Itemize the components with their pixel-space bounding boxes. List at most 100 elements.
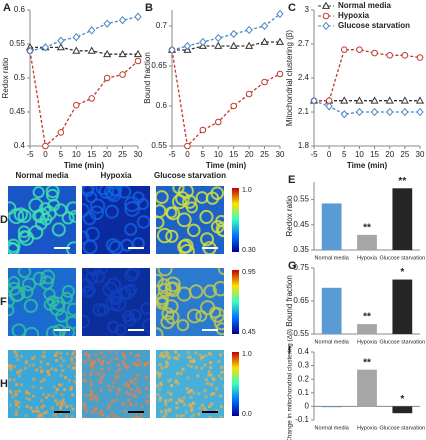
marker [386,52,394,59]
image-cell [156,190,169,205]
marker [57,129,65,136]
image-noise [89,397,93,401]
image-cell [177,239,192,254]
image-noise [117,387,121,391]
image-noise [45,410,49,414]
panel-letter: E [288,174,295,186]
series-line [29,50,139,148]
y-tick-label: 0.45 [293,220,309,229]
image-noise [138,362,142,366]
image-noise [74,367,76,371]
image-noise [83,404,87,408]
x-tick-label: Normal media [315,255,350,261]
image-noise [140,404,144,408]
image-cell [165,206,178,219]
image-noise [160,351,164,355]
image-noise [129,351,133,355]
image-noise [116,363,120,367]
marker [229,41,238,49]
image-cell [107,320,120,334]
image-noise [209,373,213,377]
image-noise [35,405,39,409]
image-noise [59,364,63,368]
image-noise [173,356,177,360]
image-noise [14,393,18,397]
image-noise [89,373,93,377]
micrograph [156,350,224,418]
image-noise [106,415,110,418]
image-cell [66,241,76,254]
image-noise [100,362,104,366]
x-tick-label: 0 [327,150,332,159]
image-cell [8,303,15,317]
image-noise [222,384,224,388]
image-noise [99,409,103,413]
marker [199,126,207,134]
image-noise [54,368,58,372]
image-noise [117,374,121,378]
panel-letter: H [0,378,8,390]
y-tick-label: 0.6 [156,101,168,110]
image-cell [82,314,90,329]
image-noise [61,368,65,372]
image-noise [186,376,190,380]
micrograph [8,350,76,418]
image-noise [89,380,93,384]
image-noise [129,378,133,382]
y-tick-label: 1.8 [298,141,310,150]
image-cell [82,211,97,226]
image-noise [23,366,27,370]
image-noise [111,380,115,384]
image-noise [177,382,181,386]
image-noise [196,374,200,378]
image-noise [11,395,15,399]
image-noise [83,402,87,406]
image-noise [46,362,50,366]
image-cell [126,268,141,280]
image-noise [175,406,179,410]
image-noise [14,409,18,413]
image-cell [39,275,54,290]
image-noise [14,412,18,416]
image-noise [108,388,112,392]
marker [41,43,50,52]
image-noise [110,399,114,403]
y-tick-label: 0.3 [298,361,310,370]
image-noise [90,392,94,396]
image-noise [9,403,13,407]
image-noise [128,392,132,396]
image-noise [75,382,76,386]
image-noise [34,409,38,413]
image-noise [167,379,171,383]
image-cell [8,242,20,254]
image-cell [51,296,66,311]
image-noise [92,360,96,364]
image-cell [156,291,169,306]
significance-label: ** [398,176,406,187]
x-tick-label: Glucose starvation [380,255,426,261]
image-noise [164,399,168,403]
image-cell [140,302,150,315]
image-noise [208,404,212,408]
image-noise [182,413,186,417]
image-cell [66,302,76,317]
image-noise [190,415,194,418]
image-noise [209,365,213,369]
image-noise [73,380,76,384]
marker [340,46,348,53]
panel-letter: I [288,344,291,356]
image-cell [157,278,172,293]
image-noise [129,388,133,392]
legend-label: Hypoxia [338,11,370,20]
y-tick-label: 2.1 [298,107,310,116]
image-noise [164,409,168,413]
image-noise [74,374,76,378]
image-cell [45,188,59,202]
image-noise [83,373,87,377]
marker [133,49,143,58]
x-tick-label: -5 [310,150,318,159]
image-noise [207,369,211,373]
image-cell [200,232,215,247]
image-noise [99,389,103,393]
image-noise [189,388,193,392]
